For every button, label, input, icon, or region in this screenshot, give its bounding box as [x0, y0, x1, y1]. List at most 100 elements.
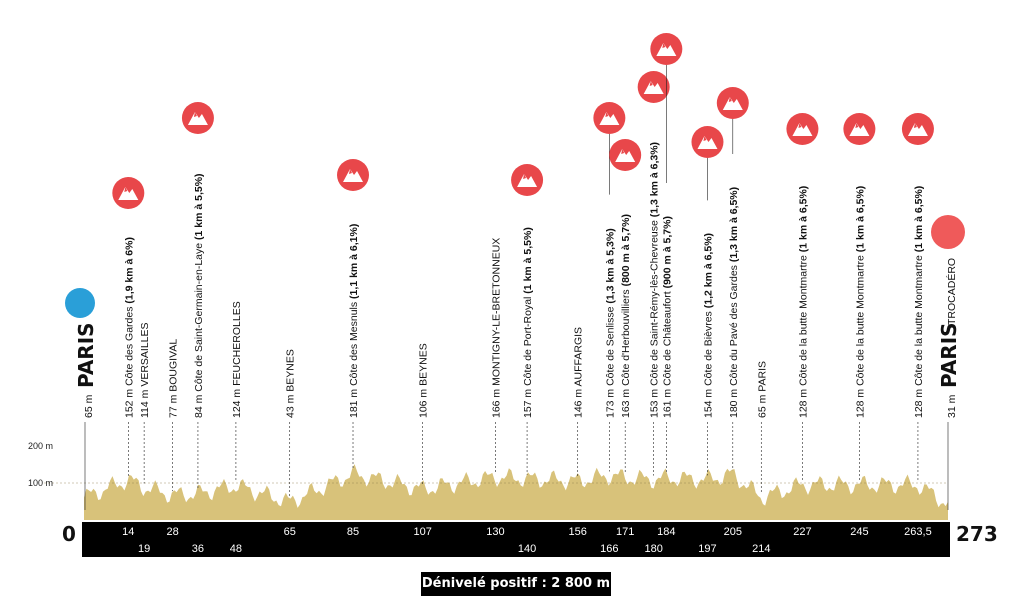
climb-icon-peak — [656, 43, 677, 56]
mountain-icon — [337, 159, 370, 191]
km-label-12: 171 — [616, 526, 634, 538]
waypoint-text-7: 106 m BEYNES — [418, 343, 430, 418]
waypoint-text-8: 166 m MONTIGNY-LE-BRETONNEUX — [490, 238, 502, 418]
waypoint-text-19: 128 m Côte de la butte Montmartre — [854, 252, 866, 418]
waypoint-label-7: 106 m BEYNES — [418, 343, 430, 418]
waypoint-text-0: 152 m Côte des Gardes — [123, 304, 135, 418]
climb-icon-peak — [643, 81, 664, 94]
start-altitude: 65 m — [83, 394, 95, 418]
waypoint-detail-14: (900 m à 5,7%) — [661, 216, 673, 288]
waypoint-label-3: 84 m Côte de Saint-Germain-en-Laye (1 km… — [193, 173, 205, 418]
waypoint-label-13: 153 m Côte de Saint-Rémy-lès-Chevreuse (… — [649, 142, 661, 418]
waypoint-text-3: 84 m Côte de Saint-Germain-en-Laye — [193, 240, 205, 418]
waypoint-text-17: 65 m PARIS — [756, 361, 768, 418]
climb-icon-snow — [703, 136, 707, 141]
climb-icon-peak — [118, 187, 139, 200]
waypoint-text-6: 181 m Côte des Mesnuls — [348, 299, 360, 418]
mountain-icon — [593, 102, 626, 134]
waypoint-detail-0: (1,9 km à 6%) — [123, 237, 135, 304]
mountain-icon — [637, 71, 670, 103]
tick-100m: 100 m — [28, 478, 53, 488]
waypoint-text-9: 157 m Côte de Port-Royal — [522, 294, 534, 418]
waypoint-detail-19: (1 km à 6,5%) — [854, 186, 866, 253]
finish-city: PARIS — [937, 322, 961, 388]
waypoint-text-5: 43 m BEYNES — [285, 349, 297, 418]
waypoint-text-12: 163 m Côte d'Herbouvilliers — [620, 286, 632, 418]
waypoint-text-13: 153 m Côte de Saint-Rémy-lès-Chevreuse — [649, 217, 661, 418]
km-label-2: 28 — [166, 526, 178, 538]
elevation-profile: 200 m 100 m — [28, 441, 948, 520]
start-city: PARIS — [74, 322, 98, 388]
waypoint-text-1: 114 m VERSAILLES — [139, 322, 151, 418]
climb-icons — [112, 33, 934, 209]
km-label-19: 245 — [850, 526, 868, 538]
waypoint-text-10: 146 m AUFFARGIS — [573, 327, 585, 418]
waypoint-detail-18: (1 km à 6,5%) — [797, 186, 809, 253]
profile-area — [84, 464, 948, 520]
km-label-20: 263,5 — [904, 526, 932, 538]
climb-icon-snow — [349, 169, 353, 174]
km-label-17: 214 — [752, 543, 770, 555]
waypoint-label-20: 128 m Côte de la butte Montmartre (1 km … — [913, 186, 925, 418]
tick-200m: 200 m — [28, 441, 53, 451]
waypoint-label-17: 65 m PARIS — [756, 361, 768, 418]
waypoint-label-5: 43 m BEYNES — [285, 349, 297, 418]
waypoint-text-18: 128 m Côte de la butte Montmartre — [797, 252, 809, 418]
waypoint-detail-13: (1,3 km à 6,3%) — [649, 142, 661, 217]
mountain-icon — [716, 87, 749, 119]
waypoint-label-15: 154 m Côte de Bièvres (1,2 km à 6,5%) — [702, 233, 714, 418]
km-label-9: 140 — [518, 543, 536, 555]
waypoint-text-4: 124 m FEUCHEROLLES — [231, 301, 243, 418]
climb-icon-peak — [697, 136, 718, 149]
waypoint-detail-16: (1,3 km à 6,5%) — [728, 187, 740, 262]
climb-icon-peak — [517, 174, 538, 187]
waypoint-label-16: 180 m Côte du Pavé des Gardes (1,3 km à … — [728, 187, 740, 418]
climb-icon-peak — [343, 169, 364, 182]
waypoint-text-2: 77 m BOUGIVAL — [168, 339, 180, 418]
climb-icon-snow — [605, 112, 609, 117]
waypoint-detail-15: (1,2 km à 6,5%) — [702, 233, 714, 308]
mountain-icon — [609, 139, 642, 171]
waypoint-label-8: 166 m MONTIGNY-LE-BRETONNEUX — [490, 238, 502, 418]
mountain-icon — [843, 113, 876, 145]
waypoint-label-0: 152 m Côte des Gardes (1,9 km à 6%) — [123, 237, 135, 418]
waypoint-label-6: 181 m Côte des Mesnuls (1,1 km à 6,1%) — [348, 224, 360, 418]
km-label-5: 65 — [284, 526, 296, 538]
distance-bar: 0 273 14 19 28 36 48 65 85 107 130 140 156 166 171 180 1… — [62, 522, 998, 557]
waypoint-label-18: 128 m Côte de la butte Montmartre (1 km … — [797, 186, 809, 418]
finish-dot — [931, 215, 965, 249]
climb-icon-snow — [855, 123, 859, 128]
distance-bar-bg — [82, 522, 950, 557]
climb-icon-peak — [187, 112, 208, 125]
finish-altitude: 31 m — [946, 394, 958, 418]
mountain-icon — [786, 113, 819, 145]
climb-icon-snow — [662, 43, 666, 48]
climb-icon-snow — [124, 187, 128, 192]
waypoint-detail-9: (1 km à 5,5%) — [522, 227, 534, 294]
waypoint-lines — [128, 422, 919, 498]
waypoint-text-16: 180 m Côte du Pavé des Gardes — [728, 262, 740, 418]
waypoint-text-20: 128 m Côte de la butte Montmartre — [913, 252, 925, 418]
climb-icon-peak — [849, 123, 870, 136]
km-finish: 273 — [956, 522, 998, 546]
waypoint-detail-12: (800 m à 5,7%) — [620, 214, 632, 286]
mountain-icon — [181, 102, 214, 134]
km-label-6: 85 — [347, 526, 359, 538]
km-label-18: 227 — [793, 526, 811, 538]
climb-icon-snow — [649, 81, 653, 86]
waypoint-label-10: 146 m AUFFARGIS — [573, 327, 585, 418]
waypoint-detail-3: (1 km à 5,5%) — [193, 173, 205, 240]
waypoint-detail-20: (1 km à 6,5%) — [913, 186, 925, 253]
km-label-4: 48 — [230, 543, 242, 555]
waypoint-label-11: 173 m Côte de Senlisse (1,3 km à 5,3%) — [604, 228, 616, 418]
waypoint-label-19: 128 m Côte de la butte Montmartre (1 km … — [854, 186, 866, 418]
climb-icon-snow — [621, 149, 625, 154]
waypoint-detail-11: (1,3 km à 5,3%) — [604, 228, 616, 303]
climb-icon-snow — [798, 123, 802, 128]
km-label-8: 130 — [486, 526, 504, 538]
waypoint-detail-6: (1,1 km à 6,1%) — [348, 224, 360, 299]
climb-icon-peak — [907, 123, 928, 136]
km-label-3: 36 — [192, 543, 204, 555]
